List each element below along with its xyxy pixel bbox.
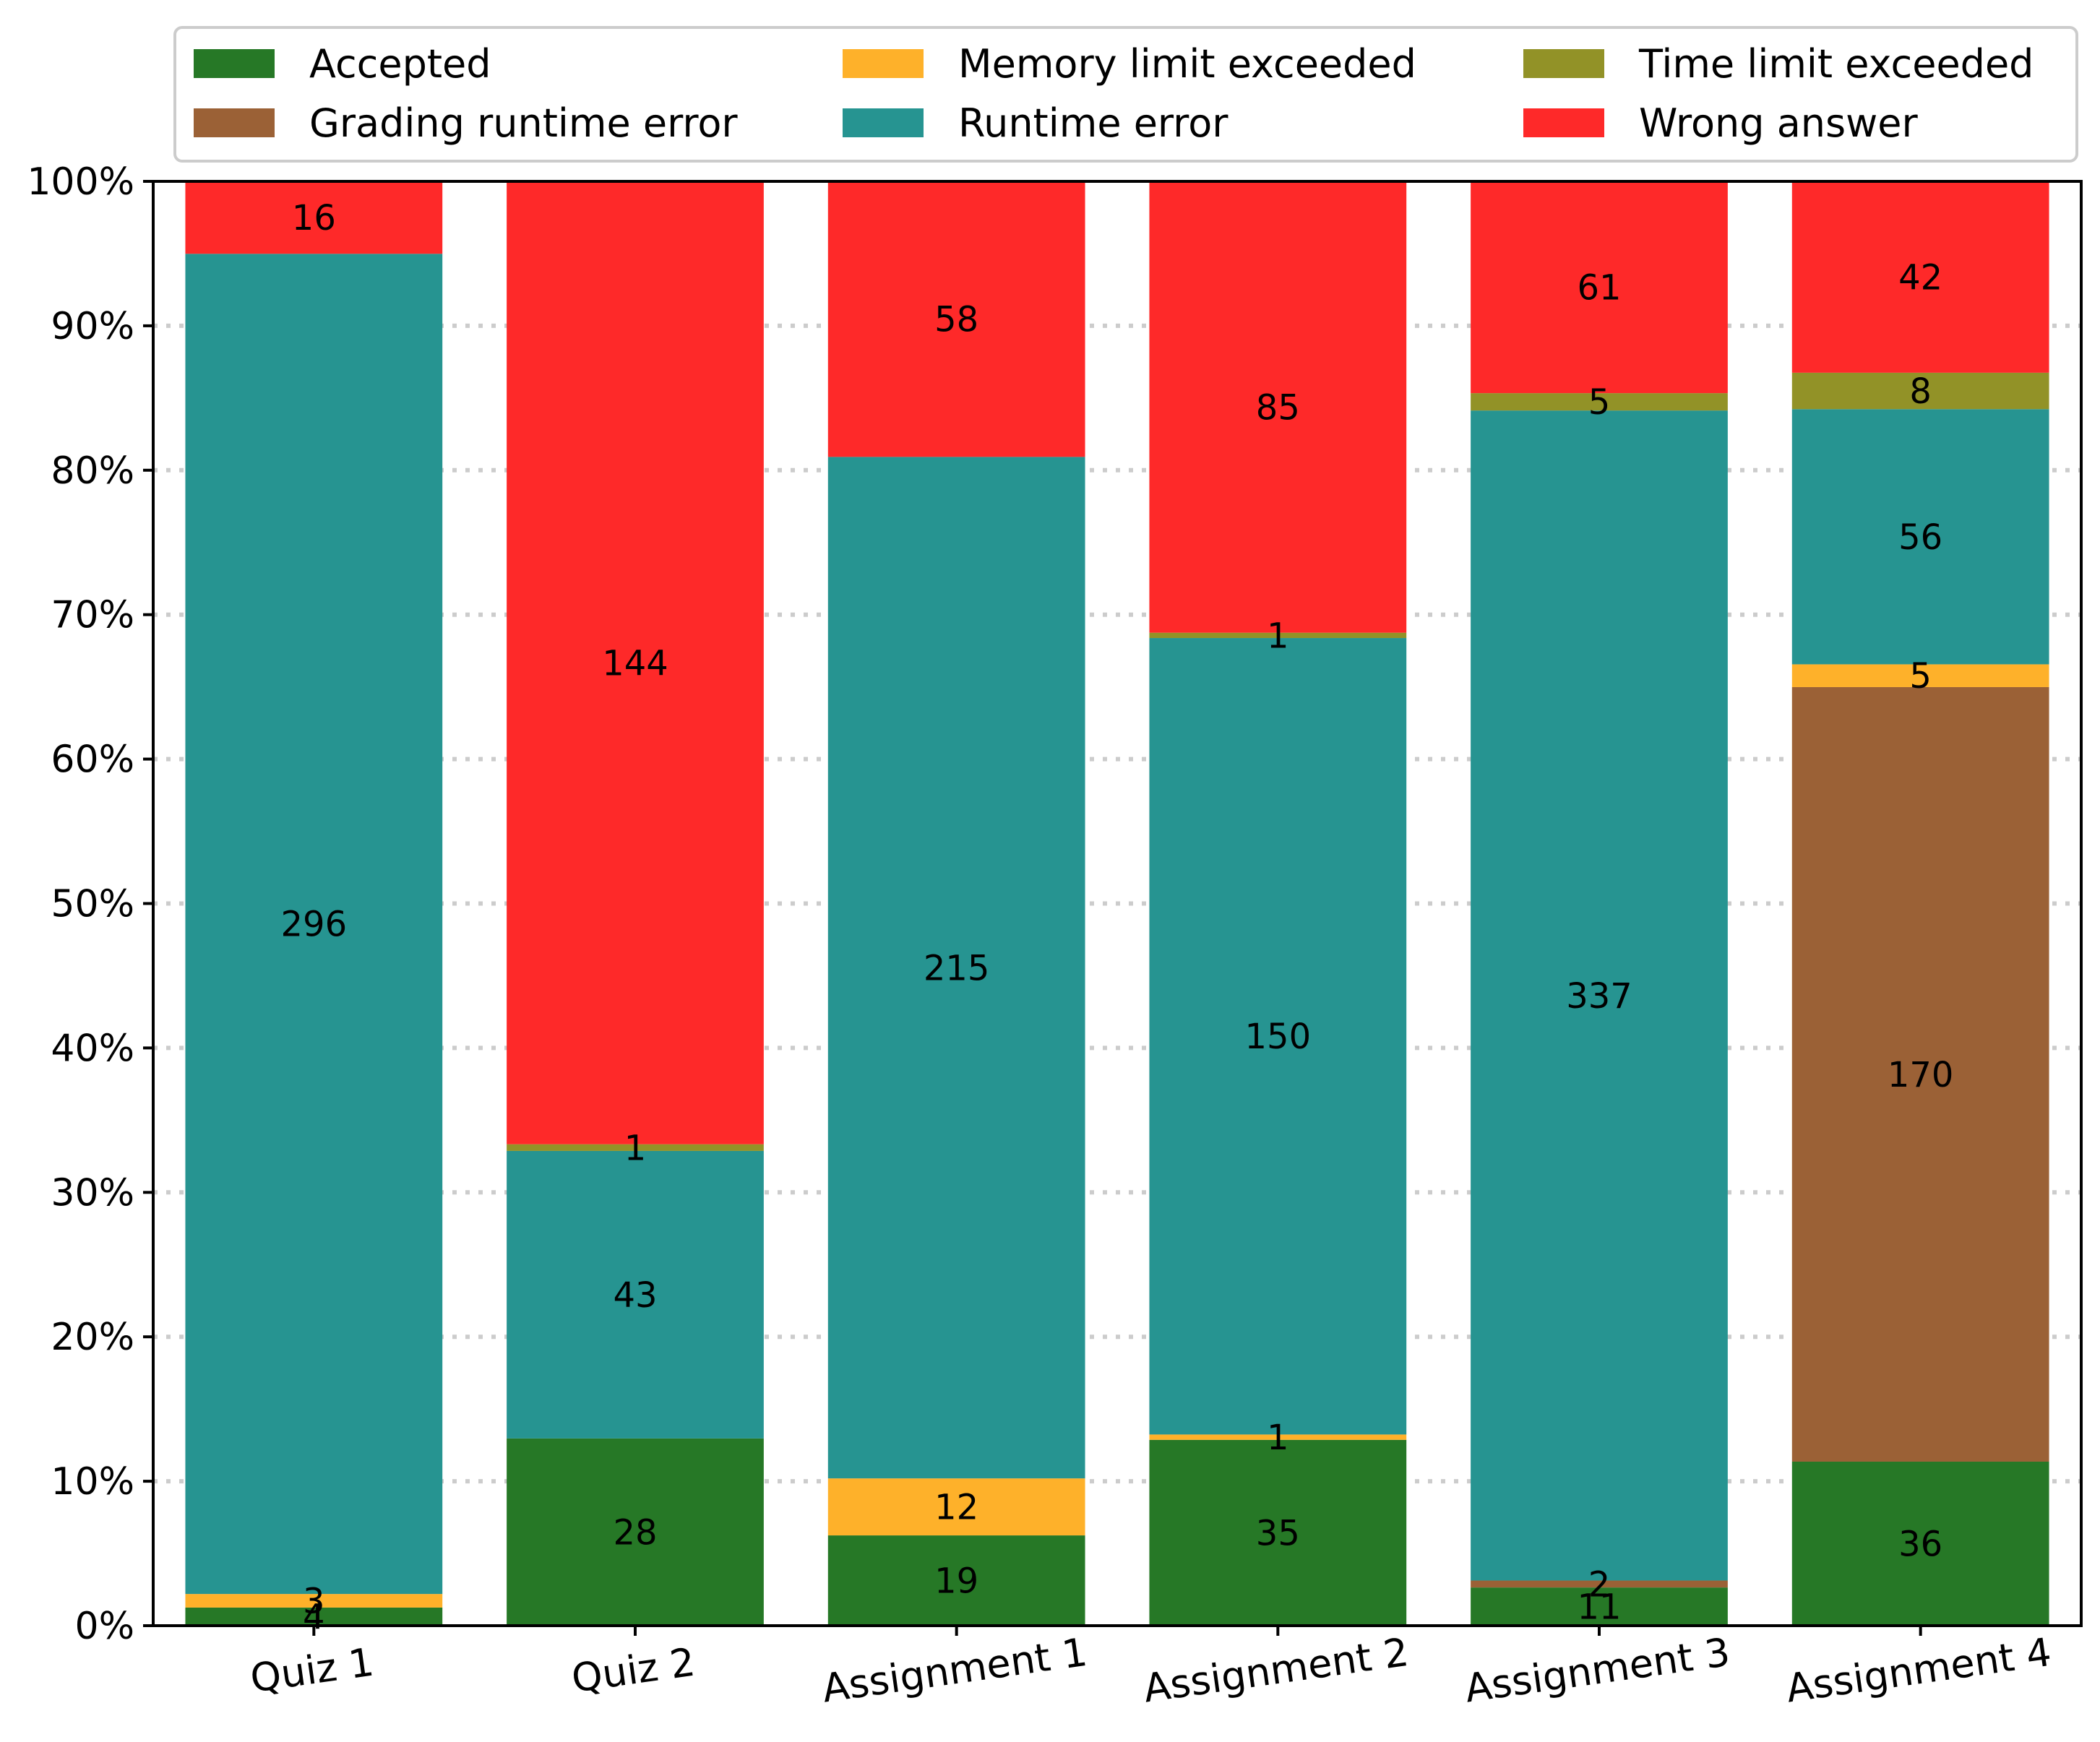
data-label: 1 bbox=[1267, 616, 1289, 656]
bar-segment bbox=[185, 181, 443, 254]
legend: Accepted Grading runtime error Memory limi… bbox=[173, 26, 2078, 163]
y-tick-label: 50% bbox=[51, 883, 134, 926]
bar-segment bbox=[1149, 1439, 1407, 1626]
bar-segment bbox=[507, 1150, 764, 1439]
bar-segment bbox=[507, 181, 764, 1144]
data-label: 58 bbox=[934, 300, 978, 340]
data-label: 16 bbox=[292, 198, 336, 238]
data-label: 150 bbox=[1245, 1017, 1312, 1057]
bar-segment bbox=[1149, 632, 1407, 639]
data-label: 337 bbox=[1566, 976, 1632, 1017]
legend-label: Wrong answer bbox=[1639, 100, 1919, 146]
legend-swatch bbox=[1523, 49, 1604, 78]
y-tick-label: 0% bbox=[75, 1605, 135, 1648]
bar-segment bbox=[1149, 638, 1407, 1435]
bar-segment bbox=[1149, 181, 1407, 633]
data-label: 170 bbox=[1888, 1055, 1954, 1095]
data-label: 19 bbox=[934, 1561, 978, 1602]
x-axis: Quiz 1 Quiz 2 Assignment 1 Assignment 2 Assi… bbox=[247, 1626, 2054, 1712]
data-label: 5 bbox=[1909, 656, 1932, 697]
bar-segment bbox=[185, 1607, 443, 1626]
bar-segment bbox=[1791, 686, 2049, 1462]
y-axis: 0% 10% 20% 30% 40% 50% 60% 70% 80% 90% 100% bbox=[27, 160, 153, 1648]
bar-segment bbox=[507, 1144, 764, 1151]
y-tick-label: 90% bbox=[51, 305, 134, 348]
legend-swatch bbox=[843, 49, 924, 78]
bar-segment bbox=[1791, 664, 2049, 687]
legend-swatch bbox=[843, 108, 924, 137]
x-tick-label: Assignment 4 bbox=[1783, 1629, 2054, 1712]
data-label: 61 bbox=[1577, 268, 1621, 309]
data-label: 2 bbox=[1588, 1564, 1611, 1605]
data-label: 296 bbox=[281, 905, 348, 945]
data-label: 8 bbox=[1909, 371, 1932, 412]
data-label: 56 bbox=[1898, 517, 1942, 558]
bar-segment bbox=[1791, 1461, 2049, 1626]
x-tick-label: Assignment 3 bbox=[1462, 1629, 1733, 1712]
legend-label: Grading runtime error bbox=[309, 100, 738, 146]
legend-label: Runtime error bbox=[958, 100, 1228, 146]
bar-segment bbox=[1471, 1587, 1728, 1626]
data-label: 36 bbox=[1898, 1524, 1942, 1564]
bar-segment bbox=[1471, 181, 1728, 394]
y-tick-label: 40% bbox=[51, 1027, 134, 1070]
legend-label: Memory limit exceeded bbox=[958, 41, 1416, 87]
bars bbox=[185, 181, 2049, 1626]
x-tick-label: Quiz 2 bbox=[569, 1639, 698, 1702]
data-label: 11 bbox=[1577, 1587, 1621, 1628]
legend-swatch bbox=[194, 49, 275, 78]
y-tick-label: 30% bbox=[51, 1171, 134, 1215]
data-label: 1 bbox=[624, 1128, 647, 1168]
bar-segment bbox=[827, 181, 1085, 457]
bar-segment bbox=[1791, 409, 2049, 665]
bar-segment bbox=[1149, 1434, 1407, 1440]
bar-segment bbox=[1471, 393, 1728, 411]
bar-segment bbox=[1791, 372, 2049, 410]
bar-segment bbox=[827, 1478, 1085, 1536]
data-label: 35 bbox=[1256, 1513, 1300, 1553]
bar-segment bbox=[1791, 181, 2049, 373]
data-labels: 4329616284311441912215583511501851123375… bbox=[281, 198, 1954, 1637]
data-label: 144 bbox=[602, 643, 668, 684]
data-label: 28 bbox=[613, 1512, 657, 1553]
grid-lines bbox=[153, 323, 2081, 1484]
y-tick-label: 70% bbox=[51, 594, 134, 637]
y-tick-label: 20% bbox=[51, 1316, 134, 1359]
y-tick-label: 80% bbox=[51, 449, 134, 493]
bar-segment bbox=[507, 1438, 764, 1626]
legend-label: Time limit exceeded bbox=[1638, 41, 2034, 87]
bar-segment bbox=[1471, 410, 1728, 1581]
bar-segment bbox=[185, 1594, 443, 1608]
data-label: 3 bbox=[303, 1582, 325, 1622]
y-tick-label: 100% bbox=[27, 160, 134, 204]
x-tick-label: Assignment 2 bbox=[1140, 1629, 1411, 1712]
data-label: 43 bbox=[613, 1275, 657, 1316]
legend-swatch bbox=[194, 108, 275, 137]
legend-swatch bbox=[1523, 108, 1604, 137]
bar-segment bbox=[185, 254, 443, 1595]
bar-segment bbox=[827, 457, 1085, 1479]
data-label: 42 bbox=[1898, 257, 1942, 298]
bar-segment bbox=[1471, 1580, 1728, 1588]
data-label: 5 bbox=[1588, 382, 1611, 423]
data-label: 85 bbox=[1256, 387, 1300, 428]
x-tick-label: Quiz 1 bbox=[247, 1639, 376, 1702]
legend-label: Accepted bbox=[309, 41, 491, 87]
data-label: 12 bbox=[934, 1488, 978, 1528]
bar-segment bbox=[827, 1535, 1085, 1626]
x-tick-label: Assignment 1 bbox=[819, 1629, 1090, 1712]
y-tick-label: 10% bbox=[51, 1460, 134, 1504]
data-label: 1 bbox=[1267, 1418, 1289, 1458]
data-label: 215 bbox=[924, 948, 990, 988]
y-tick-label: 60% bbox=[51, 738, 134, 782]
